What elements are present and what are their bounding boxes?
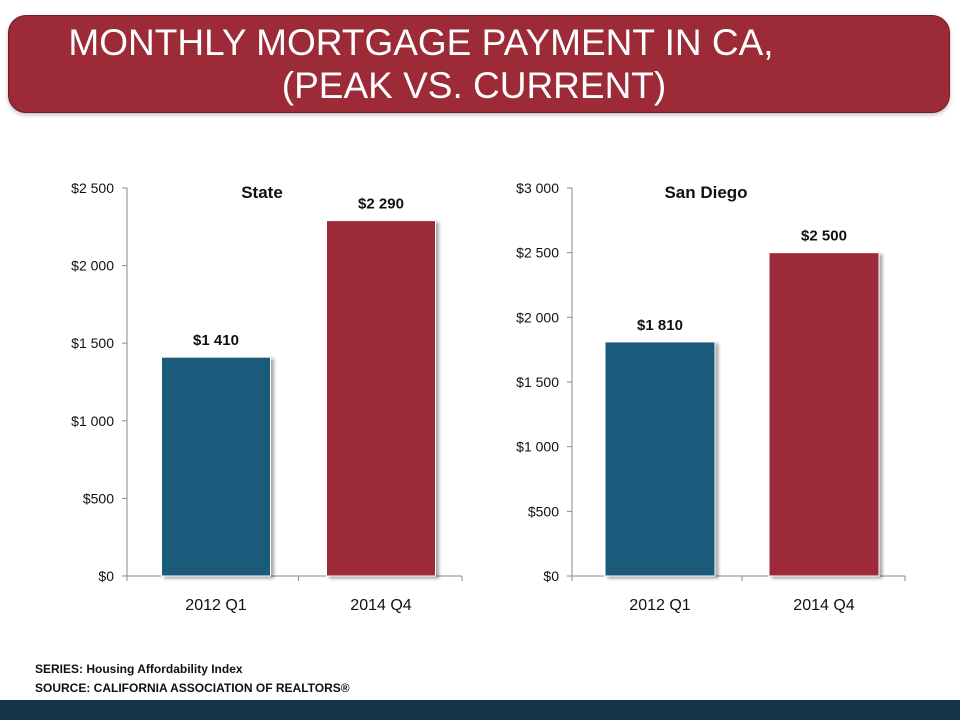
san-diego-bar <box>604 341 716 577</box>
san-diego-bar <box>768 252 880 577</box>
page-title-line-1: MONTHLY MORTGAGE PAYMENT IN CA, <box>68 22 774 63</box>
san-diego-data-label: $1 810 <box>637 317 683 334</box>
state-bar <box>161 356 271 577</box>
state-y-tick-label: $2 500 <box>71 180 114 196</box>
san-diego-category-label: 2012 Q1 <box>629 597 690 614</box>
state-bar <box>326 220 436 577</box>
state-data-label: $1 410 <box>193 332 239 349</box>
san-diego-y-tick-label: $3 000 <box>516 180 559 196</box>
state-chart-title: State <box>241 183 283 202</box>
san-diego-y-tick-label: $1 000 <box>516 439 559 455</box>
page-title-line-2: (PEAK VS. CURRENT) <box>281 65 667 106</box>
san-diego-chart-title: San Diego <box>664 183 747 202</box>
title-banner: MONTHLY MORTGAGE PAYMENT IN CA, (PEAK VS… <box>8 15 950 113</box>
san-diego-y-tick-label: $1 500 <box>516 374 559 390</box>
state-y-tick-label: $2 000 <box>71 258 114 274</box>
state-category-label: 2014 Q4 <box>350 597 411 614</box>
san-diego-data-label: $2 500 <box>801 228 847 245</box>
state-y-tick-label: $1 500 <box>71 335 114 351</box>
state-y-tick-label: $1 000 <box>71 413 114 429</box>
san-diego-y-tick-label: $500 <box>528 503 559 519</box>
series-footnote: SERIES: Housing Affordability Index <box>35 662 243 676</box>
san-diego-y-tick-label: $2 500 <box>516 245 559 261</box>
state-y-tick-label: $0 <box>98 568 114 584</box>
san-diego-category-label: 2014 Q4 <box>793 597 854 614</box>
bottom-bar <box>0 700 960 720</box>
state-category-label: 2012 Q1 <box>185 597 246 614</box>
san-diego-y-tick-label: $0 <box>543 568 559 584</box>
source-footnote: SOURCE: CALIFORNIA ASSOCIATION OF REALTO… <box>35 681 350 695</box>
state-y-tick-label: $500 <box>83 490 114 506</box>
san-diego-y-tick-label: $2 000 <box>516 309 559 325</box>
state-data-label: $2 290 <box>358 196 404 213</box>
